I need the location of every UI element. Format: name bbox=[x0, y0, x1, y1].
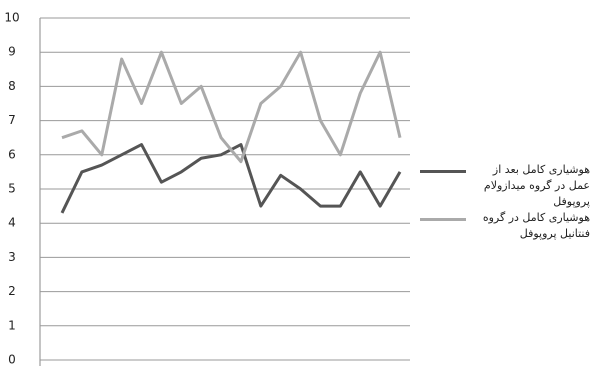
legend-swatch bbox=[420, 170, 466, 173]
legend-item: هوشیاری کامل بعد از عمل در گروه میدازولا… bbox=[420, 162, 590, 210]
legend-label: هوشیاری کامل بعد از عمل در گروه میدازولا… bbox=[483, 163, 590, 208]
y-tick-label: 3 bbox=[8, 250, 16, 264]
y-tick-label: 10 bbox=[4, 11, 19, 25]
y-tick-label: 8 bbox=[8, 79, 16, 93]
y-tick-label: 0 bbox=[8, 353, 16, 367]
y-tick-label: 5 bbox=[8, 182, 16, 196]
y-tick-label: 6 bbox=[8, 147, 16, 161]
series-line bbox=[61, 50, 402, 164]
y-tick-label: 2 bbox=[8, 284, 16, 298]
y-tick-label: 9 bbox=[8, 45, 16, 59]
y-tick-label: 4 bbox=[8, 216, 16, 230]
y-tick-label: 1 bbox=[8, 318, 16, 332]
legend-item: هوشیاری کامل در گروه فنتانیل پروپوفل bbox=[420, 210, 590, 242]
y-tick-label: 7 bbox=[8, 113, 16, 127]
legend-label: هوشیاری کامل در گروه فنتانیل پروپوفل bbox=[482, 211, 590, 240]
legend-swatch bbox=[420, 218, 466, 221]
